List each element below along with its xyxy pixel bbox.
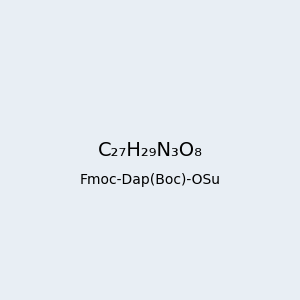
Text: C₂₇H₂₉N₃O₈: C₂₇H₂₉N₃O₈ bbox=[98, 140, 202, 160]
Text: Fmoc-Dap(Boc)-OSu: Fmoc-Dap(Boc)-OSu bbox=[80, 173, 220, 187]
